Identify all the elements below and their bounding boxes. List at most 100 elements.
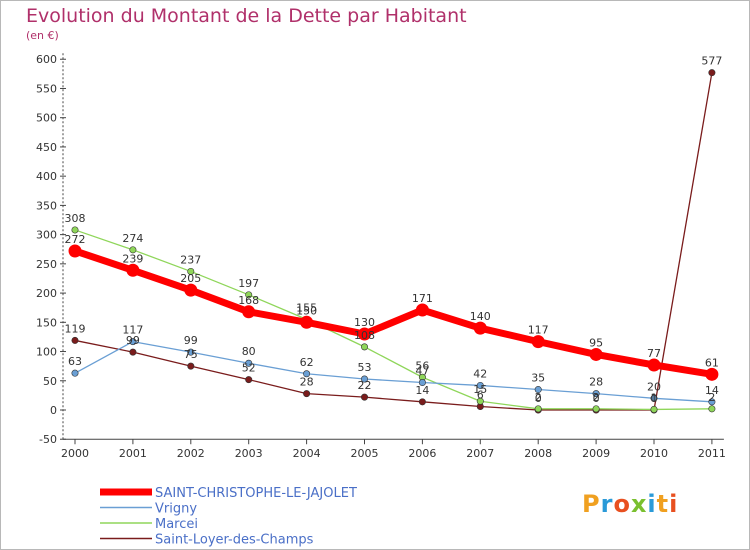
data-point <box>245 291 253 299</box>
y-tick-label: 400 <box>36 170 57 183</box>
data-label: 0 <box>535 392 542 405</box>
data-point <box>187 267 195 275</box>
data-label: 52 <box>242 362 256 375</box>
data-label: 63 <box>68 355 82 368</box>
x-tick-label: 2009 <box>582 447 610 460</box>
data-point <box>187 362 195 370</box>
y-tick-label: 300 <box>36 229 57 242</box>
data-point <box>592 405 600 413</box>
data-point <box>592 390 600 398</box>
data-label: 308 <box>65 212 86 225</box>
data-point <box>531 335 545 349</box>
data-label: 155 <box>296 301 317 314</box>
data-point <box>708 398 716 406</box>
chart-unit: (en €) <box>26 29 59 42</box>
data-label: 1 <box>651 391 658 404</box>
data-label: 2 <box>593 391 600 404</box>
data-point <box>303 390 311 398</box>
data-point <box>245 359 253 367</box>
y-tick-label: 250 <box>36 258 57 271</box>
data-label: 99 <box>184 334 198 347</box>
data-label: 42 <box>473 367 487 380</box>
logo-letter: r <box>600 490 614 518</box>
data-point <box>184 283 198 297</box>
data-label: 0 <box>651 392 658 405</box>
series-line-2 <box>74 229 712 411</box>
data-label: 6 <box>477 388 484 401</box>
data-label: 47 <box>415 365 429 378</box>
data-label: 577 <box>701 55 722 68</box>
data-label: 95 <box>589 336 603 349</box>
y-tick-label: 350 <box>36 199 57 212</box>
data-point <box>126 263 140 277</box>
x-tick-label: 2007 <box>466 447 494 460</box>
data-point <box>242 305 256 319</box>
data-label: 117 <box>122 324 143 337</box>
data-point <box>473 321 487 335</box>
data-label: 56 <box>415 359 429 372</box>
x-tick-label: 2001 <box>119 447 147 460</box>
data-point <box>71 336 79 344</box>
data-point <box>534 405 542 413</box>
data-point <box>647 358 661 372</box>
data-point <box>415 303 429 317</box>
proxiti-logo: Proxiti <box>582 490 678 518</box>
data-point <box>418 398 426 406</box>
x-tick-label: 2011 <box>698 447 726 460</box>
data-label: 53 <box>358 361 372 374</box>
y-tick-label: 50 <box>43 375 57 388</box>
y-tick-label: 550 <box>36 82 57 95</box>
data-label: 108 <box>354 329 375 342</box>
data-point <box>418 379 426 387</box>
data-label: 61 <box>705 356 719 369</box>
x-tick-label: 2010 <box>640 447 668 460</box>
data-point <box>705 367 719 381</box>
x-tick-label: 2004 <box>293 447 321 460</box>
data-point <box>358 327 371 341</box>
logo-letter: o <box>613 490 631 518</box>
data-label: 99 <box>126 334 140 347</box>
data-label: 274 <box>122 232 143 245</box>
data-label: 205 <box>180 272 201 285</box>
data-label: 140 <box>470 310 491 323</box>
y-tick-label: 200 <box>36 287 57 300</box>
y-tick-label: 600 <box>36 53 57 66</box>
data-label: 77 <box>647 347 661 360</box>
data-point <box>650 394 658 402</box>
data-point <box>589 347 603 361</box>
data-label: 15 <box>473 383 487 396</box>
y-tick-label: 500 <box>36 112 57 125</box>
data-label: 171 <box>412 292 433 305</box>
data-label: 150 <box>296 304 317 317</box>
series-line-3 <box>74 72 713 411</box>
y-tick-label: 0 <box>50 404 57 417</box>
data-label: 239 <box>122 252 143 265</box>
logo-letter: i <box>669 490 679 518</box>
data-label: 20 <box>647 380 661 393</box>
logo-letter: i <box>647 490 657 518</box>
data-label: 14 <box>705 384 719 397</box>
legend-label: Saint-Loyer-des-Champs <box>155 533 314 548</box>
data-label: 35 <box>531 372 545 385</box>
x-tick-label: 2006 <box>408 447 436 460</box>
data-point <box>129 246 137 254</box>
series-line-1 <box>74 340 712 403</box>
logo-letter: P <box>582 490 601 518</box>
data-label: 80 <box>242 345 256 358</box>
data-label: 28 <box>589 376 603 389</box>
x-tick-label: 2008 <box>524 447 552 460</box>
data-label: 117 <box>528 324 549 337</box>
data-point <box>360 375 368 383</box>
y-tick-label: 150 <box>36 316 57 329</box>
chart-title: Evolution du Montant de la Dette par Hab… <box>26 5 467 27</box>
legend-label: SAINT-CHRISTOPHE-LE-JAJOLET <box>155 486 357 501</box>
data-point <box>129 338 137 346</box>
data-point <box>650 405 658 413</box>
series-line-0 <box>73 247 713 378</box>
data-point <box>476 397 484 405</box>
data-point <box>187 348 195 356</box>
data-label: 22 <box>358 379 372 392</box>
x-tick-label: 2005 <box>351 447 379 460</box>
